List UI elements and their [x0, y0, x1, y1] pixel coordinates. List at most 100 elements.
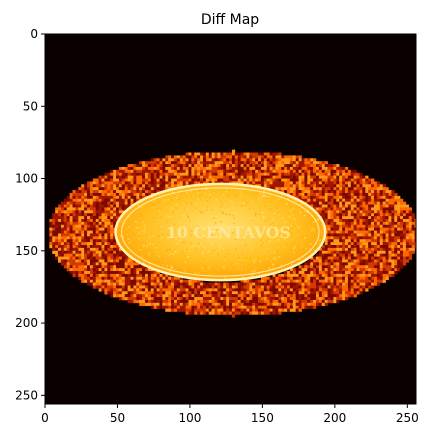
noise-pixel — [84, 242, 88, 246]
noise-pixel — [142, 282, 146, 286]
noise-pixel — [66, 250, 70, 254]
noise-pixel — [153, 285, 157, 289]
coin-texture-pixel — [124, 248, 127, 251]
noise-pixel — [347, 178, 352, 182]
noise-pixel — [263, 302, 268, 307]
noise-pixel — [327, 256, 331, 260]
noise-pixel — [350, 210, 354, 214]
noise-pixel — [75, 247, 79, 252]
noise-pixel — [217, 172, 221, 176]
coin-texture-pixel — [238, 212, 240, 215]
noise-pixel — [327, 285, 331, 289]
noise-pixel — [188, 172, 192, 176]
noise-pixel — [243, 169, 247, 174]
coin-texture-pixel — [233, 240, 235, 243]
noise-pixel — [402, 253, 407, 257]
noise-pixel — [156, 291, 160, 295]
noise-pixel — [165, 285, 169, 289]
noise-pixel — [382, 195, 386, 200]
noise-pixel — [194, 291, 198, 295]
noise-pixel — [95, 236, 99, 240]
noise-pixel — [385, 204, 389, 208]
noise-pixel — [211, 285, 215, 289]
noise-pixel — [211, 169, 215, 174]
noise-pixel — [263, 279, 268, 283]
noise-pixel — [84, 213, 88, 217]
noise-pixel — [168, 276, 172, 280]
noise-pixel — [321, 161, 325, 165]
noise-pixel — [205, 308, 210, 312]
noise-pixel — [301, 178, 305, 182]
noise-pixel — [365, 285, 369, 289]
noise-pixel — [116, 265, 120, 269]
noise-pixel — [411, 216, 415, 220]
noise-pixel — [116, 291, 120, 295]
noise-pixel — [66, 221, 70, 226]
noise-pixel — [234, 169, 239, 174]
noise-pixel — [347, 273, 352, 278]
noise-pixel — [255, 175, 259, 179]
noise-pixel — [284, 297, 288, 301]
noise-pixel — [347, 210, 352, 214]
noise-pixel — [81, 273, 85, 278]
noise-pixel — [373, 247, 378, 252]
noise-pixel — [388, 271, 392, 275]
noise-pixel — [272, 187, 276, 191]
noise-pixel — [373, 204, 378, 208]
noise-pixel — [304, 294, 308, 298]
noise-pixel — [81, 201, 85, 205]
noise-pixel — [133, 175, 137, 179]
noise-pixel — [110, 279, 114, 283]
coin-region: 10 CENTAVOS — [114, 182, 327, 282]
noise-pixel — [371, 276, 375, 280]
noise-pixel — [287, 291, 291, 295]
noise-pixel — [145, 273, 149, 278]
noise-pixel — [405, 242, 410, 246]
noise-pixel — [287, 164, 291, 168]
noise-pixel — [153, 178, 157, 182]
noise-pixel — [405, 253, 410, 257]
noise-pixel — [101, 219, 105, 223]
noise-pixel — [327, 190, 331, 194]
noise-pixel — [185, 181, 189, 185]
noise-pixel — [240, 308, 244, 312]
noise-pixel — [344, 219, 349, 223]
noise-pixel — [81, 227, 85, 231]
noise-pixel — [371, 201, 375, 205]
noise-pixel — [211, 158, 215, 162]
noise-pixel — [173, 302, 178, 307]
noise-pixel — [188, 169, 192, 174]
noise-pixel — [81, 239, 85, 243]
noise-pixel — [281, 166, 285, 171]
noise-pixel — [107, 239, 111, 243]
noise-pixel — [301, 161, 305, 165]
noise-pixel — [214, 294, 218, 298]
noise-pixel — [69, 239, 73, 243]
noise-pixel — [295, 158, 299, 162]
noise-pixel — [202, 282, 207, 286]
coin-texture-pixel — [160, 226, 163, 228]
noise-pixel — [182, 305, 186, 309]
coin-texture-pixel — [314, 221, 316, 224]
noise-pixel — [347, 175, 352, 179]
coin-texture-pixel — [169, 252, 172, 255]
noise-pixel — [313, 273, 317, 278]
noise-pixel — [324, 166, 328, 171]
noise-pixel — [342, 282, 346, 286]
noise-pixel — [298, 273, 302, 278]
noise-pixel — [333, 236, 337, 240]
noise-pixel — [281, 190, 285, 194]
noise-pixel — [234, 158, 239, 162]
noise-pixel — [223, 294, 227, 298]
noise-pixel — [127, 195, 131, 200]
noise-pixel — [104, 239, 108, 243]
noise-pixel — [356, 256, 360, 260]
noise-pixel — [330, 187, 334, 191]
noise-pixel — [327, 253, 331, 257]
coin-texture-pixel — [197, 205, 199, 207]
noise-pixel — [310, 172, 314, 176]
coin-texture-pixel — [210, 218, 212, 221]
noise-pixel — [173, 299, 178, 304]
noise-pixel — [179, 161, 183, 165]
noise-pixel — [220, 302, 224, 307]
